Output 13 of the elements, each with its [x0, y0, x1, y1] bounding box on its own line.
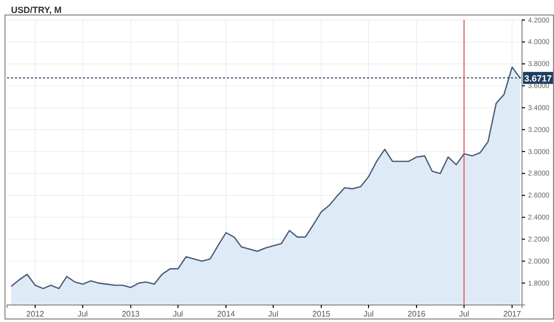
x-tick-label: Jul: [78, 310, 88, 319]
x-tick-label: Jul: [172, 310, 184, 319]
x-tick-label: 2014: [217, 310, 236, 319]
x-tick-label: 2015: [312, 310, 331, 319]
chart-title: USD/TRY, M: [11, 5, 62, 15]
x-tick-label: Jul: [458, 310, 470, 319]
x-tick-label: 2012: [26, 310, 45, 319]
x-tick-label: 2013: [122, 310, 140, 319]
x-tick-label: Jul: [363, 310, 374, 319]
x-tick-label: 2016: [408, 310, 426, 319]
ref-line-label: 3.6717: [524, 73, 552, 84]
x-tick-label: Jul: [268, 310, 279, 319]
x-tick-label: 2017: [503, 310, 522, 319]
